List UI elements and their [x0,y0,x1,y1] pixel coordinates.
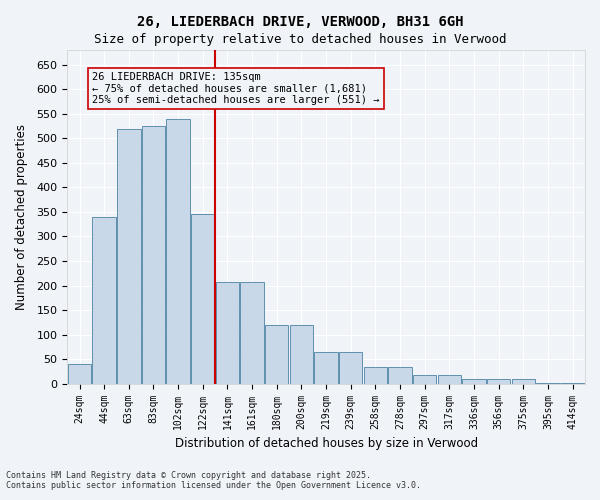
Bar [290,325,313,384]
Bar [561,382,584,384]
Bar [92,217,116,384]
Bar [68,364,91,384]
Text: 26 LIEDERBACH DRIVE: 135sqm
← 75% of detached houses are smaller (1,681)
25% of : 26 LIEDERBACH DRIVE: 135sqm ← 75% of det… [92,72,379,106]
Bar [216,282,239,384]
Bar [241,282,264,384]
Bar [512,379,535,384]
Text: Contains HM Land Registry data © Crown copyright and database right 2025.
Contai: Contains HM Land Registry data © Crown c… [6,470,421,490]
Bar [191,214,215,384]
Bar [117,128,140,384]
Text: Size of property relative to detached houses in Verwood: Size of property relative to detached ho… [94,32,506,46]
Y-axis label: Number of detached properties: Number of detached properties [15,124,28,310]
Bar [265,325,289,384]
Bar [487,379,511,384]
Bar [314,352,338,384]
Bar [142,126,165,384]
Bar [388,366,412,384]
Bar [536,382,560,384]
Bar [364,366,387,384]
Bar [413,376,436,384]
Bar [339,352,362,384]
Bar [437,376,461,384]
Bar [463,379,486,384]
X-axis label: Distribution of detached houses by size in Verwood: Distribution of detached houses by size … [175,437,478,450]
Text: 26, LIEDERBACH DRIVE, VERWOOD, BH31 6GH: 26, LIEDERBACH DRIVE, VERWOOD, BH31 6GH [137,15,463,29]
Bar [166,118,190,384]
